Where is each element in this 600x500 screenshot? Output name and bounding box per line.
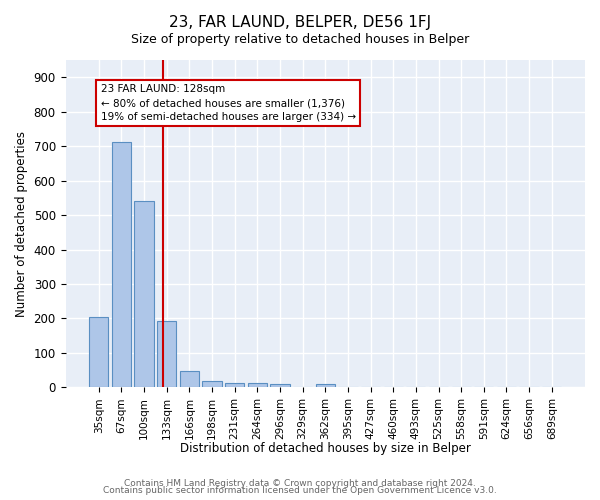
Bar — [134, 202, 154, 388]
Text: Contains HM Land Registry data © Crown copyright and database right 2024.: Contains HM Land Registry data © Crown c… — [124, 478, 476, 488]
Bar — [112, 142, 131, 388]
Bar — [225, 382, 244, 388]
X-axis label: Distribution of detached houses by size in Belper: Distribution of detached houses by size … — [180, 442, 471, 455]
Text: Contains public sector information licensed under the Open Government Licence v3: Contains public sector information licen… — [103, 486, 497, 495]
Bar — [271, 384, 290, 388]
Bar — [248, 383, 267, 388]
Bar — [157, 321, 176, 388]
Text: 23 FAR LAUND: 128sqm
← 80% of detached houses are smaller (1,376)
19% of semi-de: 23 FAR LAUND: 128sqm ← 80% of detached h… — [101, 84, 356, 122]
Bar — [180, 371, 199, 388]
Text: Size of property relative to detached houses in Belper: Size of property relative to detached ho… — [131, 32, 469, 46]
Y-axis label: Number of detached properties: Number of detached properties — [15, 130, 28, 316]
Bar — [202, 381, 221, 388]
Bar — [89, 318, 109, 388]
Bar — [316, 384, 335, 388]
Text: 23, FAR LAUND, BELPER, DE56 1FJ: 23, FAR LAUND, BELPER, DE56 1FJ — [169, 15, 431, 30]
